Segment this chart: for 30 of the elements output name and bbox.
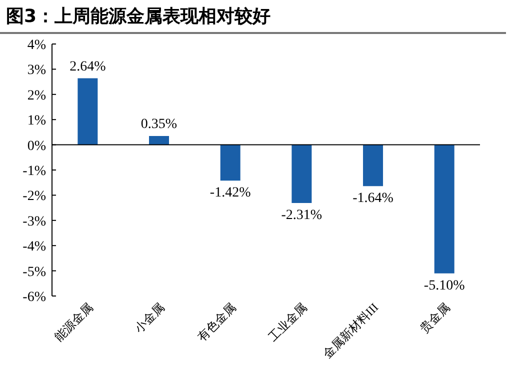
y-tick-label: 4% (27, 38, 46, 53)
bar (220, 144, 240, 181)
y-tick-label: 2% (27, 88, 46, 104)
y-tick-label: 1% (27, 114, 46, 129)
data-label: -2.31% (281, 208, 322, 224)
y-tick-label: -3% (22, 214, 46, 230)
y-tick-label: -4% (22, 240, 46, 255)
data-label: 2.64% (70, 59, 106, 74)
y-tick-label: -1% (22, 164, 46, 179)
bar (434, 144, 454, 274)
x-tick-label: 有色金属 (194, 300, 238, 344)
x-tick-label: 贵金属 (417, 300, 452, 336)
x-tick-label: 金属新材料III (320, 300, 382, 362)
y-tick-label: 0% (27, 138, 46, 154)
y-tick-label: -5% (22, 264, 46, 280)
y-tick-label: -2% (22, 189, 46, 204)
data-label: -1.64% (352, 191, 394, 206)
bar (149, 136, 170, 145)
chart-title: 图3：上周能源金属表现相对较好 (0, 0, 506, 34)
y-tick-label: 3% (27, 63, 46, 78)
bar (78, 78, 98, 145)
data-label: 0.35% (140, 116, 178, 132)
bar (363, 144, 384, 186)
x-tick-label: 工业金属 (266, 300, 310, 344)
data-label: -5.10% (424, 278, 466, 294)
x-tick-label: 能源金属 (52, 300, 96, 344)
y-tick-label: -6% (22, 290, 46, 305)
data-label: -1.42% (210, 186, 252, 201)
bar (292, 144, 312, 204)
x-tick-label: 小金属 (132, 300, 168, 336)
